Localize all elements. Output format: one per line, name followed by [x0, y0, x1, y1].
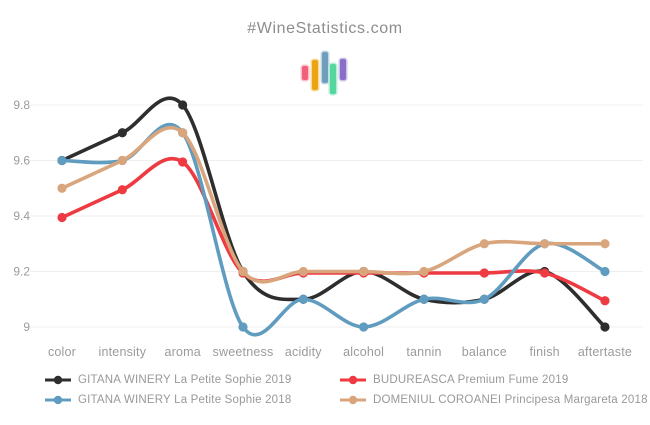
legend-item-2[interactable]: BUDUREASCA Premium Fume 2019	[340, 374, 648, 386]
data-point[interactable]	[117, 155, 127, 166]
x-axis-label: sweetness	[213, 345, 274, 359]
data-point[interactable]	[419, 266, 429, 277]
legend-item-4[interactable]: DOMENIUL COROANEI Principesa Margareta 2…	[340, 394, 648, 406]
data-point[interactable]	[57, 183, 67, 193]
x-axis-label: tannin	[406, 345, 441, 359]
data-point[interactable]	[117, 128, 127, 138]
data-point[interactable]	[600, 239, 610, 249]
legend-item-3[interactable]: GITANA WINERY La Petite Sophie 2018	[45, 394, 340, 406]
series-3	[57, 122, 610, 337]
data-point[interactable]	[600, 266, 610, 277]
series-2	[57, 156, 610, 306]
data-point[interactable]	[419, 294, 429, 304]
data-point[interactable]	[479, 268, 489, 278]
data-point[interactable]	[479, 294, 489, 304]
x-axis-label: aftertaste	[578, 345, 632, 359]
data-point[interactable]	[298, 266, 308, 277]
y-tick-label: 9.4	[13, 209, 30, 223]
y-tick-label: 9.2	[13, 265, 30, 279]
data-point[interactable]	[540, 239, 550, 249]
legend-label: BUDUREASCA Premium Fume 2019	[373, 374, 569, 386]
data-point[interactable]	[178, 157, 188, 167]
x-axis-label: balance	[462, 345, 507, 359]
legend-item-1[interactable]: GITANA WINERY La Petite Sophie 2019	[45, 374, 340, 386]
legend-label: GITANA WINERY La Petite Sophie 2019	[78, 374, 292, 386]
logo-pink-bar	[302, 66, 308, 80]
x-axis-label: acidity	[285, 345, 322, 359]
legend-label: DOMENIUL COROANEI Principesa Margareta 2…	[373, 394, 648, 406]
series-line	[60, 96, 607, 329]
x-axis-label: color	[48, 345, 76, 359]
logo-green-bar	[330, 64, 336, 94]
x-axis-label: finish	[529, 345, 559, 359]
series-4	[57, 125, 610, 284]
data-point[interactable]	[298, 294, 308, 304]
y-tick-label: 9	[23, 320, 30, 334]
logo-purple-bar	[340, 59, 346, 80]
y-tick-label: 9.6	[13, 154, 30, 168]
logo-blue-bar	[322, 52, 328, 83]
bar-chart-logo	[300, 51, 348, 97]
data-point[interactable]	[600, 322, 610, 332]
legend-marker-icon	[340, 395, 366, 405]
data-point[interactable]	[359, 266, 369, 277]
data-point[interactable]	[238, 322, 248, 332]
series-line	[60, 122, 607, 337]
data-point[interactable]	[600, 296, 610, 306]
y-gridlines	[30, 104, 643, 328]
x-category-labels: color intensity aroma sweetness acidity alcoh…	[48, 345, 632, 359]
x-axis-label: alcohol	[343, 345, 384, 359]
logo-orange-bar	[312, 60, 318, 90]
y-tick-label: 9.8	[13, 98, 30, 112]
series-1	[57, 96, 610, 332]
page-title: #WineStatistics.com	[247, 20, 403, 37]
data-point[interactable]	[57, 155, 67, 166]
legend-marker-icon	[340, 375, 366, 385]
legend-label: GITANA WINERY La Petite Sophie 2018	[78, 394, 292, 406]
data-point[interactable]	[57, 212, 67, 223]
x-axis-label: aroma	[164, 345, 200, 359]
x-axis-label: intensity	[99, 345, 147, 359]
data-point[interactable]	[238, 266, 248, 277]
data-point[interactable]	[117, 185, 127, 195]
data-point[interactable]	[479, 239, 489, 249]
series-line	[60, 156, 607, 303]
data-point[interactable]	[178, 128, 188, 138]
data-point[interactable]	[359, 322, 369, 332]
legend-marker-icon	[45, 395, 71, 405]
data-point[interactable]	[178, 100, 188, 110]
data-point[interactable]	[540, 268, 550, 278]
legend-marker-icon	[45, 375, 71, 385]
y-tick-labels: 9.8 9.6 9.4 9.2 9	[13, 98, 30, 334]
chart-legend: GITANA WINERY La Petite Sophie 2019 BUDUR…	[45, 374, 647, 406]
